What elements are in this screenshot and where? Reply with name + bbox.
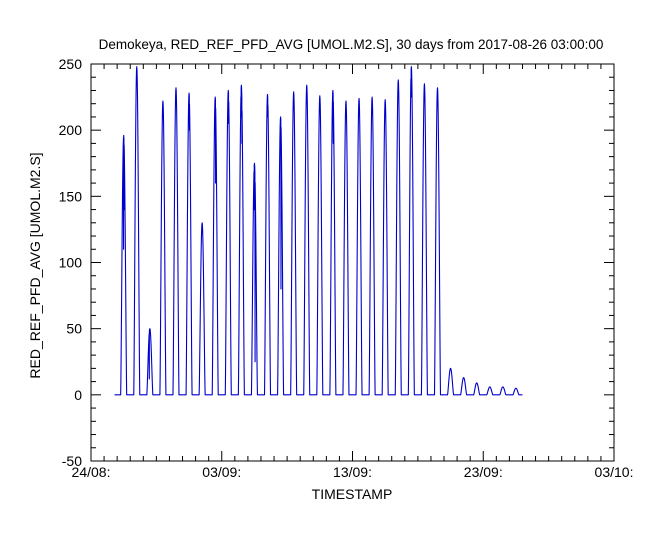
plot-frame <box>90 63 615 462</box>
series-group <box>114 66 523 396</box>
series-line <box>114 66 523 396</box>
axis-ticks <box>90 63 615 462</box>
tick-labels: 24/08: 03/09: 13/09: 23/09: 03/10: -50 0 50 100 1… <box>59 56 634 480</box>
plot-area <box>90 63 615 462</box>
y-tick-label: 150 <box>59 188 83 204</box>
x-tick-label: 03/09: <box>202 464 241 480</box>
y-tick-label: 0 <box>74 387 82 403</box>
y-axis-label-group: RED_REF_PFD_AVG [UMOL.M2.S] <box>27 152 43 378</box>
y-axis-label: RED_REF_PFD_AVG [UMOL.M2.S] <box>27 152 43 378</box>
x-axis-label: TIMESTAMP <box>312 486 393 502</box>
x-tick-label: 24/08: <box>72 464 111 480</box>
x-tick-label: 03/10: <box>595 464 634 480</box>
y-tick-label: 50 <box>66 321 82 337</box>
chart-title: Demokeya, RED_REF_PFD_AVG [UMOL.M2.S], 3… <box>99 37 604 52</box>
y-tick-label: 100 <box>59 255 83 271</box>
y-tick-label: 200 <box>59 122 83 138</box>
y-tick-label: 250 <box>59 56 83 72</box>
x-tick-label: 13/09: <box>333 464 372 480</box>
y-tick-label: -50 <box>62 453 82 469</box>
x-tick-label: 23/09: <box>464 464 503 480</box>
